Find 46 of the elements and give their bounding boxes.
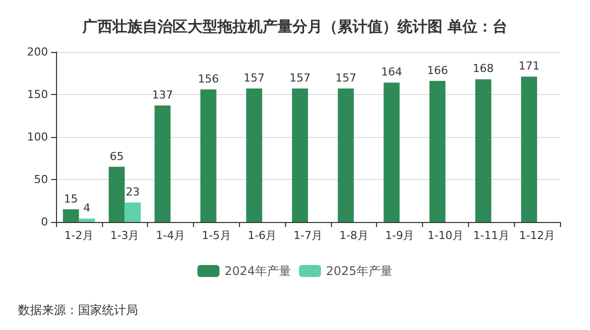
data-label: 157 xyxy=(335,72,356,85)
data-label: 171 xyxy=(518,60,540,73)
data-label: 157 xyxy=(244,72,265,85)
bar xyxy=(384,82,400,222)
bar xyxy=(78,218,95,222)
bar xyxy=(521,76,538,222)
data-label: 137 xyxy=(152,88,174,102)
bar xyxy=(108,166,125,222)
y-tick-label: 150 xyxy=(27,88,48,101)
y-tick-label: 0 xyxy=(41,216,48,228)
bar xyxy=(124,202,141,222)
x-tick-label: 1-2月 xyxy=(64,229,94,242)
bar xyxy=(246,88,262,222)
data-label: 168 xyxy=(472,62,494,76)
bar xyxy=(429,80,446,222)
bar xyxy=(338,88,354,222)
data-label: 166 xyxy=(426,64,448,77)
x-tick-label: 1-6月 xyxy=(248,229,277,242)
source-note: 数据来源：国家统计局 xyxy=(18,303,138,317)
bar xyxy=(292,88,308,222)
data-label: 23 xyxy=(126,185,140,198)
data-label: 164 xyxy=(381,66,402,79)
y-tick-label: 50 xyxy=(34,173,48,186)
y-tick-label: 100 xyxy=(27,130,48,144)
y-tick-label: 200 xyxy=(27,46,48,58)
bar xyxy=(200,89,216,222)
data-label: 65 xyxy=(110,150,124,163)
data-label: 4 xyxy=(83,202,90,215)
bar xyxy=(154,106,171,222)
data-label: 15 xyxy=(64,192,78,206)
x-tick-label: 1-10月 xyxy=(427,229,464,242)
x-tick-label: 1-3月 xyxy=(110,229,140,242)
x-tick-label: 1-4月 xyxy=(156,229,186,242)
legend-label: 2025年产量 xyxy=(326,264,393,278)
legend-label: 2024年产量 xyxy=(224,264,292,278)
x-tick-label: 1-8月 xyxy=(339,229,368,242)
data-label: 157 xyxy=(290,72,310,85)
x-tick-label: 1-5月 xyxy=(202,229,231,242)
x-tick-label: 1-11月 xyxy=(473,229,510,242)
x-tick-label: 1-9月 xyxy=(385,229,414,242)
x-tick-label: 1-12月 xyxy=(519,229,556,242)
bar xyxy=(475,79,492,222)
chart-title: 广西壮族自治区大型拖拉机产量分月（累计值）统计图 单位：台 xyxy=(81,18,508,36)
bar xyxy=(62,209,79,222)
data-label: 156 xyxy=(198,72,219,86)
x-tick-label: 1-7月 xyxy=(294,229,322,242)
